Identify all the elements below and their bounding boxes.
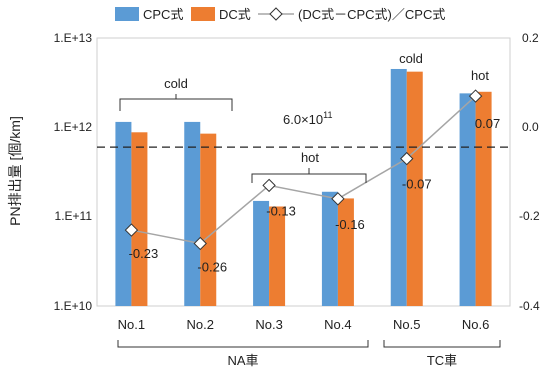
right-tick-label: 0.2	[522, 31, 539, 45]
bar-cpc	[253, 200, 270, 306]
hot-bracket: hot	[251, 150, 367, 183]
category-label: No.1	[118, 317, 145, 332]
left-tick-label: 1.E+10	[54, 299, 93, 313]
ratio-point	[193, 236, 207, 251]
group-bracket-tc	[383, 340, 501, 348]
left-tick-label: 1.E+12	[54, 120, 93, 134]
legend-label-dc: DC式	[219, 7, 251, 22]
cold-bracket-line	[119, 98, 233, 111]
ratio-data-label: -0.16	[335, 217, 365, 232]
cold-label: cold	[164, 76, 188, 91]
ratio-data-label: 0.07	[475, 116, 500, 131]
category-label: No.5	[393, 317, 420, 332]
bar-cpc	[321, 191, 338, 306]
bar-dc	[337, 198, 354, 306]
right-axis-ticks: 0.2 0.0 -0.2 -0.4	[519, 31, 540, 313]
category-label: No.3	[255, 317, 282, 332]
ratio-data-label: -0.13	[266, 203, 296, 218]
category-label: No.4	[324, 317, 351, 332]
bar-dc	[475, 91, 492, 306]
bar-cpc	[115, 121, 132, 306]
right-tick-label: -0.4	[519, 299, 540, 313]
legend-label-cpc: CPC式	[143, 7, 183, 22]
hot-tc-label: hot	[471, 68, 489, 83]
ratio-data-label: -0.26	[197, 259, 227, 274]
ratio-data-label: -0.07	[402, 177, 432, 192]
reference-line-label-base: 6.0×10	[283, 112, 323, 127]
hot-label: hot	[301, 150, 319, 165]
ratio-series: -0.23 -0.26 -0.13 -0.16 -0.07 0.07	[124, 89, 500, 274]
bar-cpc	[390, 68, 407, 307]
left-tick-label: 1.E+13	[54, 31, 93, 45]
bar-dc	[131, 132, 148, 306]
group-brackets: NA車 TC車	[117, 340, 501, 368]
left-axis-ticks: 1.E+13 1.E+12 1.E+11 1.E+10	[54, 31, 93, 313]
legend: CPC式 DC式 (DC式－CPC式)／CPC式	[115, 7, 445, 22]
bar-cpc	[184, 121, 201, 306]
group-label-tc: TC車	[427, 353, 457, 368]
cold-tc-label: cold	[399, 51, 423, 66]
reference-line-label: 6.0×1011	[283, 110, 332, 127]
category-labels: No.1 No.2 No.3 No.4 No.5 No.6	[118, 317, 490, 332]
ratio-point	[262, 178, 276, 193]
legend-marker-ratio	[269, 7, 283, 21]
group-label-na: NA車	[227, 353, 258, 368]
group-bracket-na	[117, 340, 369, 348]
left-tick-label: 1.E+11	[55, 209, 93, 223]
bar-dc	[200, 133, 217, 306]
ratio-point	[468, 89, 483, 103]
ratio-data-label: -0.23	[129, 246, 159, 261]
ratio-point	[331, 192, 345, 206]
ratio-point	[124, 223, 139, 237]
bars	[115, 68, 492, 307]
ratio-line	[131, 95, 477, 245]
legend-label-ratio: (DC式－CPC式)／CPC式	[298, 7, 445, 22]
legend-swatch-dc	[191, 7, 215, 21]
cold-bracket: cold	[119, 76, 233, 111]
category-label: No.2	[187, 317, 214, 332]
bar-dc	[269, 206, 286, 306]
right-tick-label: 0.0	[522, 120, 539, 134]
y-axis-label: PN排出量 [個/km]	[7, 116, 23, 226]
ratio-point	[400, 151, 414, 166]
right-tick-label: -0.2	[519, 209, 540, 223]
plot-area	[96, 37, 511, 307]
bar-dc	[406, 71, 423, 306]
reference-line-label-exp: 11	[323, 110, 332, 120]
legend-swatch-cpc	[115, 7, 139, 21]
category-label: No.6	[462, 317, 489, 332]
bar-cpc	[459, 93, 476, 306]
